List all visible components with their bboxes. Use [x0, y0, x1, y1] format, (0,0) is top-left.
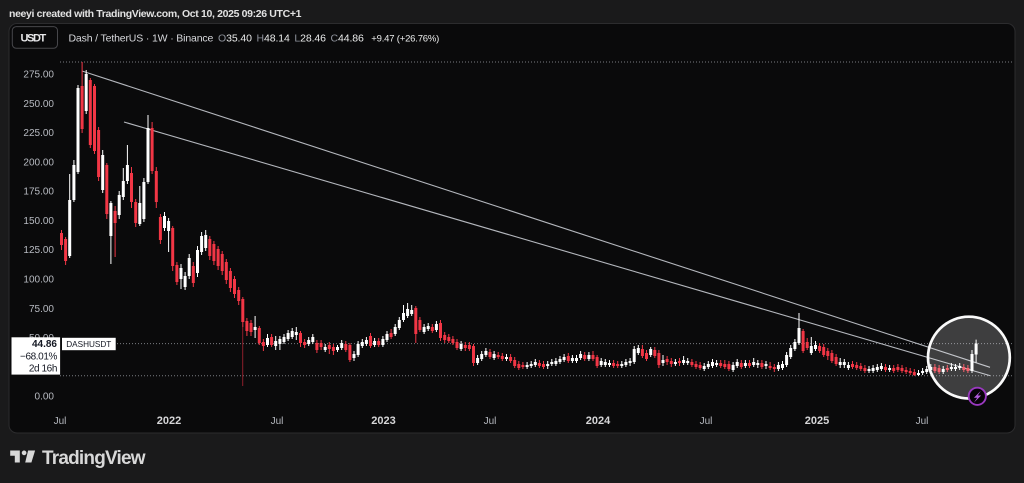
svg-text:DASHUSDT: DASHUSDT	[66, 340, 111, 349]
svg-text:Dash / TetherUS · 1W · Binance: Dash / TetherUS · 1W · Binance	[69, 32, 214, 44]
svg-text:O35.40 H48.14 L28.46 C44.86: O35.40 H48.14 L28.46 C44.86	[218, 32, 364, 44]
svg-text:225.00: 225.00	[23, 128, 54, 139]
svg-text:Jul: Jul	[700, 416, 713, 427]
svg-text:150.00: 150.00	[23, 216, 54, 227]
svg-text:Jul: Jul	[54, 416, 67, 427]
svg-text:−68.01%: −68.01%	[20, 351, 57, 362]
svg-text:125.00: 125.00	[23, 245, 54, 256]
svg-text:2d 16h: 2d 16h	[29, 364, 57, 375]
svg-text:75.00: 75.00	[29, 304, 54, 315]
svg-text:+9.47 (+26.76%): +9.47 (+26.76%)	[371, 33, 439, 44]
svg-text:Jul: Jul	[271, 416, 284, 427]
svg-text:0.00: 0.00	[35, 392, 55, 403]
svg-text:250.00: 250.00	[23, 99, 54, 110]
svg-text:175.00: 175.00	[23, 187, 54, 198]
svg-text:neeyi created with TradingView: neeyi created with TradingView.com, Oct …	[9, 8, 302, 20]
svg-text:2025: 2025	[805, 415, 829, 427]
svg-text:USDT: USDT	[21, 32, 47, 44]
svg-text:100.00: 100.00	[23, 275, 54, 286]
svg-text:2024: 2024	[586, 415, 611, 427]
svg-text:200.00: 200.00	[23, 157, 54, 168]
svg-text:275.00: 275.00	[23, 70, 54, 81]
svg-text:Jul: Jul	[916, 416, 929, 427]
svg-text:Jul: Jul	[484, 416, 497, 427]
svg-text:2022: 2022	[157, 415, 181, 427]
svg-text:44.86: 44.86	[32, 339, 57, 350]
svg-text:TradingView: TradingView	[42, 448, 146, 469]
svg-text:2023: 2023	[371, 415, 395, 427]
